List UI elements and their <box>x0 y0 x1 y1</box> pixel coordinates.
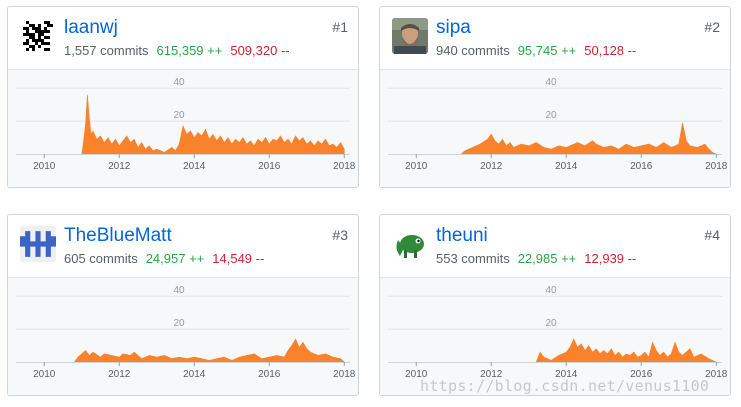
deletions-count: 12,939 -- <box>584 251 637 266</box>
x-tick-label: 2010 <box>33 369 56 380</box>
contributor-stats: 553 commits 22,985 ++ 12,939 -- <box>436 251 636 266</box>
x-tick-label: 2012 <box>108 161 131 172</box>
chart-svg: 40 20 2010 2012 2014 2016 2018 <box>16 285 356 380</box>
chart-svg: 40 20 2010 2012 2014 2016 2018 <box>388 285 728 380</box>
y-tick-label: 40 <box>173 285 185 296</box>
additions-count: 24,957 ++ <box>145 251 205 266</box>
commit-area-series <box>461 122 717 155</box>
x-tick-label: 2014 <box>555 161 578 172</box>
x-tick-label: 2018 <box>705 161 728 172</box>
commit-count[interactable]: 605 commits <box>64 251 138 266</box>
x-tick-label: 2016 <box>630 161 653 172</box>
x-tick-label: 2014 <box>183 369 206 380</box>
commit-area-series <box>74 338 346 363</box>
x-tick-label: 2018 <box>705 369 728 380</box>
x-tick-label: 2012 <box>480 161 503 172</box>
card-header: TheBlueMatt 605 commits 24,957 ++ 14,549 -… <box>8 215 358 277</box>
x-tick-label: 2012 <box>480 369 503 380</box>
contributor-card-1: laanwj 1,557 commits 615,359 ++ 509,320 --… <box>7 6 359 188</box>
blue-identicon-avatar-icon[interactable] <box>20 226 56 262</box>
contributor-card-3: TheBlueMatt 605 commits 24,957 ++ 14,549 -… <box>7 214 359 396</box>
y-tick-label: 20 <box>173 318 185 329</box>
card-header: theuni 553 commits 22,985 ++ 12,939 -- #4 <box>380 215 730 277</box>
commit-count[interactable]: 1,557 commits <box>64 43 149 58</box>
x-tick-label: 2016 <box>258 161 281 172</box>
commit-area-series <box>536 338 717 363</box>
x-tick-label: 2018 <box>333 369 356 380</box>
commit-area-series <box>81 94 345 155</box>
chart-svg: 40 20 2010 2012 2014 2016 2018 <box>388 77 728 172</box>
x-tick-label: 2012 <box>108 369 131 380</box>
rank-label: #2 <box>704 19 720 35</box>
contributor-name-link[interactable]: TheBlueMatt <box>64 225 172 246</box>
pixel-art-avatar-icon[interactable] <box>20 18 56 54</box>
chart-svg: 40 20 2010 2012 2014 2016 2018 <box>16 77 356 172</box>
commit-activity-chart: 40 20 2010 2012 2014 2016 2018 <box>8 277 358 395</box>
commit-count[interactable]: 940 commits <box>436 43 510 58</box>
contributor-name-link[interactable]: sipa <box>436 17 471 38</box>
rank-label: #1 <box>332 19 348 35</box>
y-tick-label: 20 <box>173 110 185 121</box>
commit-activity-chart: 40 20 2010 2012 2014 2016 2018 <box>8 69 358 187</box>
card-header: sipa 940 commits 95,745 ++ 50,128 -- #2 <box>380 7 730 69</box>
x-tick-label: 2014 <box>555 369 578 380</box>
x-tick-label: 2010 <box>33 161 56 172</box>
contributor-name-link[interactable]: theuni <box>436 225 488 246</box>
x-tick-label: 2016 <box>258 369 281 380</box>
green-creature-avatar-icon[interactable] <box>392 226 428 262</box>
deletions-count: 50,128 -- <box>584 43 637 58</box>
contributor-stats: 1,557 commits 615,359 ++ 509,320 -- <box>64 43 290 58</box>
y-tick-label: 40 <box>545 285 557 296</box>
rank-label: #4 <box>704 227 720 243</box>
contributor-name-link[interactable]: laanwj <box>64 17 118 38</box>
person-photo-avatar-icon[interactable] <box>392 18 428 54</box>
commit-activity-chart: 40 20 2010 2012 2014 2016 2018 <box>380 69 730 187</box>
y-tick-label: 20 <box>545 318 557 329</box>
commit-activity-chart: 40 20 2010 2012 2014 2016 2018 <box>380 277 730 395</box>
rank-label: #3 <box>332 227 348 243</box>
card-header: laanwj 1,557 commits 615,359 ++ 509,320 --… <box>8 7 358 69</box>
x-tick-label: 2016 <box>630 369 653 380</box>
contributor-card-4: theuni 553 commits 22,985 ++ 12,939 -- #4 … <box>379 214 731 396</box>
x-tick-label: 2010 <box>405 161 428 172</box>
commit-count[interactable]: 553 commits <box>436 251 510 266</box>
x-tick-label: 2018 <box>333 161 356 172</box>
additions-count: 22,985 ++ <box>517 251 577 266</box>
additions-count: 615,359 ++ <box>156 43 223 58</box>
contributor-stats: 940 commits 95,745 ++ 50,128 -- <box>436 43 636 58</box>
deletions-count: 14,549 -- <box>212 251 265 266</box>
x-tick-label: 2014 <box>183 161 206 172</box>
additions-count: 95,745 ++ <box>517 43 577 58</box>
x-tick-label: 2010 <box>405 369 428 380</box>
y-tick-label: 20 <box>545 110 557 121</box>
y-tick-label: 40 <box>545 77 557 88</box>
watermark-text: https://blog.csdn.net/venus1100 <box>420 377 710 395</box>
y-tick-label: 40 <box>173 77 185 88</box>
contributor-card-2: sipa 940 commits 95,745 ++ 50,128 -- #2 40… <box>379 6 731 188</box>
deletions-count: 509,320 -- <box>230 43 290 58</box>
contributor-stats: 605 commits 24,957 ++ 14,549 -- <box>64 251 264 266</box>
